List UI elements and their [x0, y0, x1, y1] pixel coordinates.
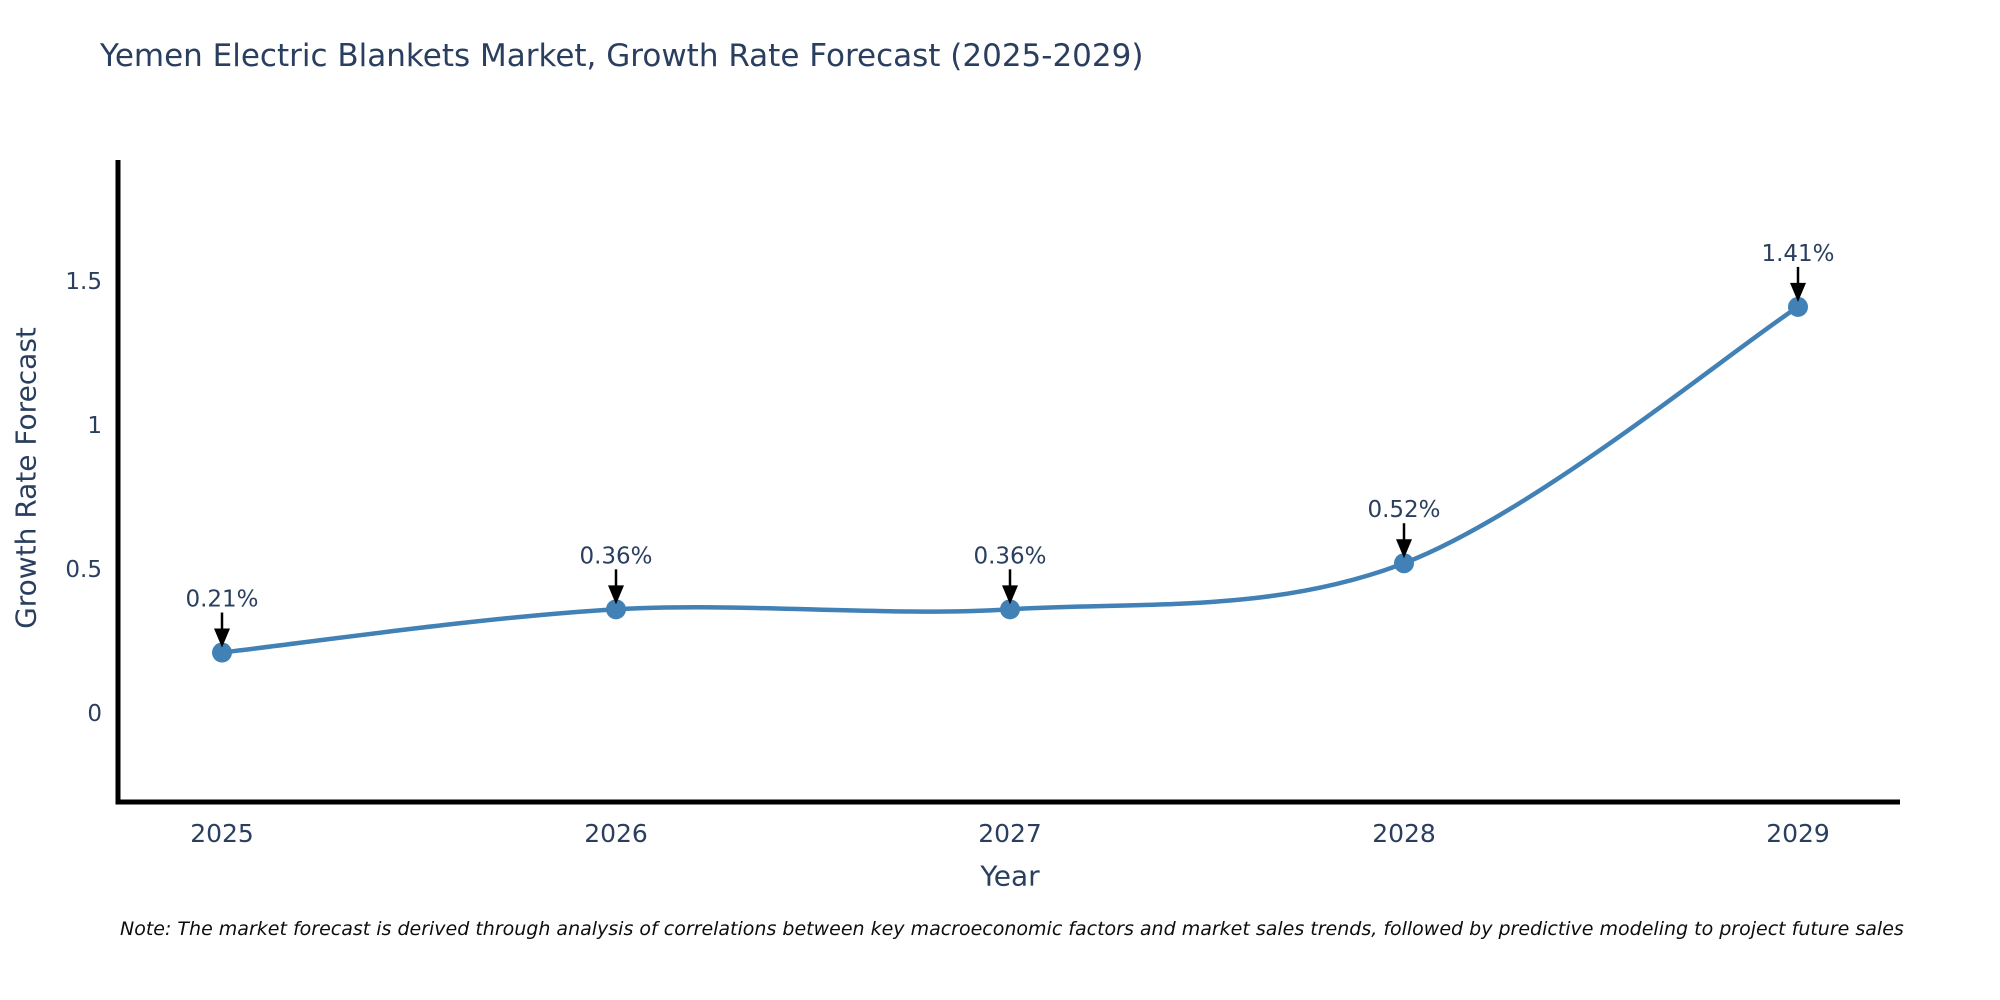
x-tick-label: 2027: [978, 819, 1042, 848]
x-tick-label: 2026: [584, 819, 648, 848]
data-point-marker: [1000, 599, 1020, 620]
x-tick-label: 2029: [1766, 819, 1830, 848]
y-tick-label: 0: [87, 701, 102, 727]
annotation-arrowhead: [1396, 539, 1412, 559]
footnote: Note: The market forecast is derived thr…: [120, 918, 1904, 940]
data-point-marker: [212, 642, 232, 663]
annotation-label: 0.52%: [1367, 497, 1440, 523]
chart-title: Yemen Electric Blankets Market, Growth R…: [100, 38, 1144, 74]
annotation-label: 0.21%: [185, 587, 258, 613]
x-axis-title: Year: [980, 859, 1040, 893]
annotation-label: 1.41%: [1761, 241, 1834, 267]
annotation-arrowhead: [1790, 282, 1806, 302]
data-point-marker: [1394, 553, 1414, 574]
x-tick-label: 2025: [190, 819, 254, 848]
annotation-arrowhead: [608, 585, 624, 605]
y-tick-label: 1.5: [65, 269, 102, 295]
annotation-label: 0.36%: [973, 543, 1046, 569]
annotation-arrowhead: [1002, 585, 1018, 605]
data-point-marker: [1788, 296, 1808, 317]
annotation-arrowhead: [214, 628, 230, 648]
data-point-marker: [606, 599, 626, 620]
annotation-label: 0.36%: [579, 543, 652, 569]
x-tick-label: 2028: [1372, 819, 1436, 848]
y-tick-label: 1: [87, 413, 102, 439]
y-tick-label: 0.5: [65, 557, 102, 583]
